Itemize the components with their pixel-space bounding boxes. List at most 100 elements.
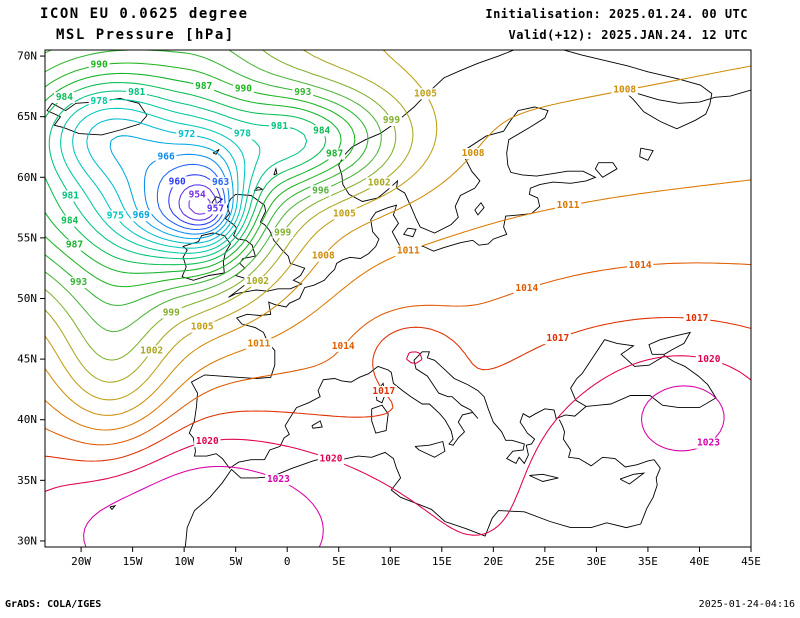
isobar-label: 1005	[191, 322, 214, 333]
coastline-path	[474, 201, 485, 216]
isobar-label: 999	[163, 307, 180, 318]
isobar-label: 1005	[414, 88, 437, 99]
isobar-label-mask	[60, 190, 81, 202]
y-tick-label: 65N	[17, 110, 37, 123]
x-tick-label: 40E	[690, 555, 710, 568]
isobar-label-mask	[54, 92, 75, 104]
isobar-label: 1005	[333, 208, 356, 219]
isobar-label: 978	[91, 96, 108, 107]
isobar-label-mask	[194, 436, 221, 448]
isobar-layer	[45, 50, 751, 547]
isobar-label: 999	[274, 227, 291, 238]
isobar-label-mask	[292, 86, 314, 98]
model-title: ICON EU 0.0625 degree	[40, 6, 249, 22]
isobar-975	[72, 107, 246, 249]
isobar-label: 972	[178, 129, 195, 140]
isobar-label: 975	[107, 211, 124, 222]
isobar-1017	[45, 316, 751, 462]
y-tick-label: 70N	[17, 50, 37, 63]
isobar-label: 996	[312, 185, 329, 196]
isobar-label-mask	[324, 148, 345, 160]
isobar-label-mask	[370, 385, 397, 397]
coastline-path	[273, 167, 278, 176]
isobar-label-mask	[64, 239, 85, 251]
isobar-label-mask	[193, 81, 215, 93]
isobar-label: 963	[212, 177, 229, 188]
isobar-label-mask	[104, 210, 126, 222]
isobar-label-mask	[88, 59, 110, 71]
isobar-label: 987	[195, 81, 212, 92]
isobar-label: 990	[235, 84, 252, 95]
isobar-label-mask	[683, 313, 711, 325]
y-tick-label: 50N	[17, 292, 37, 305]
isobar-label-mask	[695, 353, 723, 365]
x-tick-label: 5E	[332, 555, 345, 568]
coastline-path	[402, 227, 417, 238]
isobar-label: 984	[61, 216, 78, 227]
init-time-label: Initialisation: 2025.01.24. 00 UTC	[485, 7, 748, 21]
axes-layer: 20W 15W 10W 5W 0 5E 10E 15E 20E 25E 30E 35E 40E 45E 30…	[17, 49, 761, 568]
isobar-label-mask	[59, 215, 81, 227]
isobar-label-mask	[395, 245, 422, 257]
isobar-label: 966	[158, 152, 175, 163]
coastline-path	[253, 186, 264, 192]
isobar-label: 1011	[557, 200, 580, 211]
isobar-label: 990	[91, 60, 108, 71]
isobar-990	[45, 62, 356, 288]
isobar-label-mask	[317, 453, 345, 465]
isobar-label-mask	[210, 177, 231, 188]
coastline-path	[594, 162, 618, 178]
isobar-label-mask	[544, 333, 571, 345]
valid-time-label: Valid(+12): 2025.JAN.24. 12 UTC	[508, 28, 748, 42]
coastline-path	[619, 472, 646, 485]
isobar-label: 1017	[372, 386, 395, 397]
isobar-label-mask	[695, 437, 722, 449]
x-tick-label: 15E	[432, 555, 452, 568]
isobar-label: 954	[189, 190, 206, 201]
isobar-label-mask	[381, 115, 402, 126]
isobar-label-mask	[269, 120, 290, 132]
x-tick-label: 35E	[638, 555, 658, 568]
isobar-label: 1008	[462, 148, 485, 159]
isobar-label: 1014	[629, 260, 652, 271]
isobar-label-mask	[186, 189, 208, 201]
x-tick-label: 20E	[483, 555, 503, 568]
isobar-981	[48, 90, 308, 260]
isobar-label: 1008	[613, 85, 636, 96]
x-tick-label: 20W	[71, 555, 91, 568]
x-tick-label: 0	[284, 555, 291, 568]
y-tick-label: 40N	[17, 413, 37, 426]
coastline-path	[109, 505, 117, 511]
isobar-label-mask	[138, 345, 165, 357]
isobar-label-mask	[265, 474, 292, 486]
isobar-label: 1011	[397, 246, 420, 257]
isobar-label: 1020	[698, 354, 721, 365]
isobar-label: 984	[56, 92, 73, 103]
x-tick-label: 25E	[535, 555, 555, 568]
isobar-label-mask	[155, 151, 177, 163]
isobar-label-mask	[130, 210, 152, 222]
isobar-984	[45, 81, 327, 266]
isobar-label-mask	[205, 203, 226, 215]
isobar-label-mask	[233, 83, 254, 95]
isobar-label: 984	[313, 125, 330, 136]
isobar-label-mask	[311, 125, 333, 137]
coastline-path	[188, 50, 751, 469]
isobar-label-mask	[459, 148, 487, 159]
isobar-label-mask	[412, 88, 439, 100]
isobar-label-mask	[627, 259, 654, 271]
y-tick-label: 45N	[17, 353, 37, 366]
isobar-label: 1002	[368, 177, 391, 188]
isobar-label: 1008	[312, 251, 335, 262]
isobar-label-mask	[126, 87, 148, 99]
y-tick-label: 60N	[17, 171, 37, 184]
isobar-label-mask	[366, 177, 393, 189]
coastline-path	[181, 232, 232, 281]
isobar-label: 1014	[515, 283, 538, 294]
coastline-path	[529, 473, 559, 482]
isobar-1020	[45, 351, 751, 536]
isobar-label: 1017	[685, 313, 708, 324]
isobar-label: 987	[66, 240, 83, 251]
